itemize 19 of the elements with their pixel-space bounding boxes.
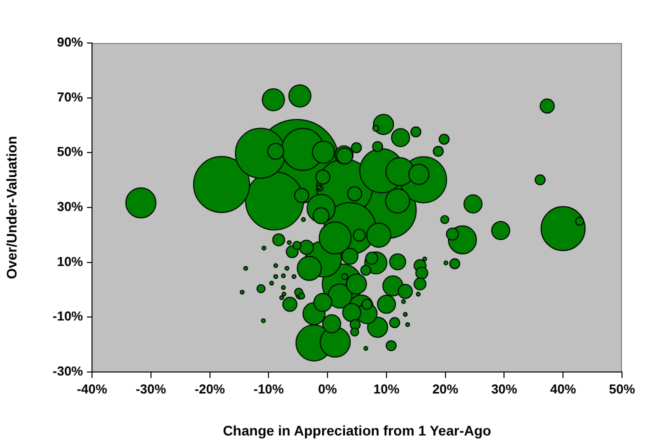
x-tick-label: -40% <box>76 381 108 396</box>
y-tick-label: -30% <box>52 364 84 379</box>
y-tick-label: 30% <box>56 199 84 214</box>
x-tick-label: -20% <box>194 381 226 396</box>
y-tick-label: 50% <box>56 144 84 160</box>
x-axis-title: Change in Appreciation from 1 Year-Ago <box>222 422 492 438</box>
x-tick-label: 30% <box>491 381 518 396</box>
x-tick-label: 10% <box>373 381 400 396</box>
x-tick-label: -30% <box>136 381 166 396</box>
x-tick-label: 0% <box>318 381 338 396</box>
x-tick-label: -10% <box>253 381 284 396</box>
y-tick-label: -10% <box>52 308 84 324</box>
x-tick-label: 20% <box>432 381 459 396</box>
y-tick-label: 90% <box>56 34 84 50</box>
x-tick-label: 50% <box>608 381 636 396</box>
y-axis-title: Over/Under-Valuation <box>3 136 20 280</box>
y-tick-label: 70% <box>56 89 84 104</box>
x-tick-label: 40% <box>550 381 577 396</box>
y-tick-label: 10% <box>56 254 84 269</box>
